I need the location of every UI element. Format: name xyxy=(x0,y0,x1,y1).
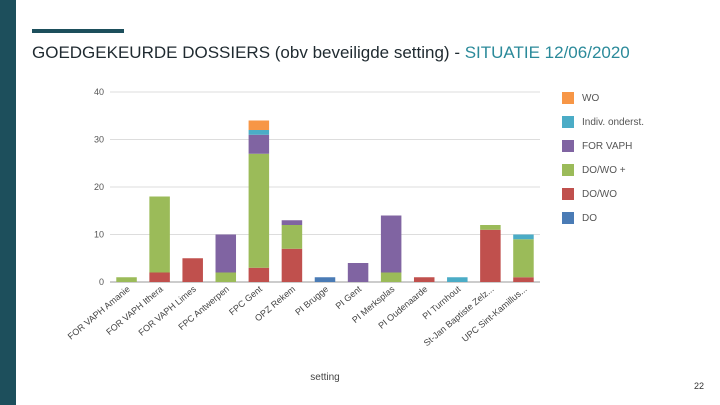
x-tick-label: FOR VAPH Amanie xyxy=(66,284,132,342)
legend-item: DO/WO xyxy=(562,182,644,206)
legend-item: FOR VAPH xyxy=(562,134,644,158)
bar-segment xyxy=(447,277,468,282)
legend-swatch xyxy=(562,212,574,224)
x-axis-title: setting xyxy=(310,372,339,383)
y-tick-label: 40 xyxy=(94,87,104,97)
bar-segment xyxy=(149,196,170,273)
legend-label: DO/WO + xyxy=(582,164,626,176)
bar-segment xyxy=(513,277,534,282)
legend-label: DO/WO xyxy=(582,188,617,200)
bar-segment xyxy=(380,215,402,273)
bar-segment xyxy=(314,277,336,282)
page-number: 22 xyxy=(693,381,704,391)
x-tick-label: PI Brugge xyxy=(293,284,330,317)
bar-segment xyxy=(513,234,534,240)
slide-title-main: GOEDGEKEURDE DOSSIERS (obv beveiligde se… xyxy=(32,43,465,62)
slide-title: GOEDGEKEURDE DOSSIERS (obv beveiligde se… xyxy=(32,43,630,63)
bar-segment xyxy=(480,225,501,230)
bar-segment xyxy=(513,239,534,278)
bar-segment xyxy=(281,220,303,225)
bar-segment xyxy=(149,272,170,282)
bar-segment xyxy=(215,234,237,273)
bar-segment xyxy=(248,267,270,282)
legend-swatch xyxy=(562,188,574,200)
slide-title-date: SITUATIE 12/06/2020 xyxy=(464,43,630,62)
x-tick-label: UPC Sint-Kamillus... xyxy=(460,284,529,344)
y-tick-label: 20 xyxy=(94,182,104,192)
bar-segment xyxy=(116,277,137,282)
bar-segment xyxy=(281,225,303,249)
slide-accent-bar xyxy=(0,0,16,405)
legend-item: DO/WO + xyxy=(562,158,644,182)
legend-label: FOR VAPH xyxy=(582,140,633,152)
y-tick-label: 10 xyxy=(94,230,104,240)
y-tick-label: 30 xyxy=(94,135,104,145)
y-tick-label: 0 xyxy=(99,277,104,287)
x-tick-label: PI Gent xyxy=(334,284,364,312)
bar-segment xyxy=(182,258,203,282)
bar-segment xyxy=(413,277,435,282)
bar-segment xyxy=(480,229,501,282)
bar-segment xyxy=(248,134,270,154)
title-rule xyxy=(32,29,124,33)
legend-item: DO xyxy=(562,206,644,230)
legend-swatch xyxy=(562,140,574,152)
bar-segment xyxy=(248,130,270,135)
bar-segment xyxy=(281,248,303,282)
legend-swatch xyxy=(562,92,574,104)
bar-segment xyxy=(248,120,270,130)
bar-segment xyxy=(347,263,369,282)
legend-swatch xyxy=(562,116,574,128)
bar-segment xyxy=(248,153,270,268)
legend-item: WO xyxy=(562,86,644,110)
legend-item: Indiv. onderst. xyxy=(562,110,644,134)
chart-legend: WO Indiv. onderst. FOR VAPH DO/WO + DO/WO DO xyxy=(562,86,644,230)
legend-label: DO xyxy=(582,212,597,224)
x-tick-label: FOR VAPH Ithera xyxy=(104,284,165,337)
legend-swatch xyxy=(562,164,574,176)
legend-label: Indiv. onderst. xyxy=(582,116,645,128)
legend-label: WO xyxy=(582,92,600,104)
bar-segment xyxy=(215,272,237,282)
bar-segment xyxy=(380,272,402,282)
x-tick-label: FOR VAPH Limes xyxy=(137,284,199,338)
